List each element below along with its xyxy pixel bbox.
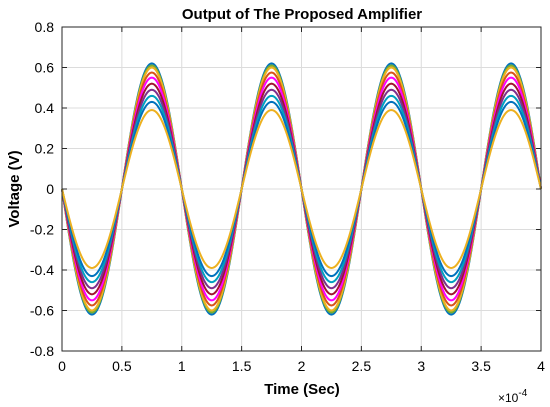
series-group (61, 62, 542, 316)
y-tick-label: 0.8 (35, 19, 55, 35)
y-tick-label: -0.4 (30, 262, 54, 278)
axis-ticks: 0 0.5 1 1.5 2 2.5 3 3.5 4 -0.8 -0.6 -0.4 -0.2 0 0.2 0.4… (30, 19, 545, 374)
x-tick-label: 4 (537, 358, 545, 374)
x-tick-label: 3 (417, 358, 425, 374)
chart-title: Output of The Proposed Amplifier (182, 6, 422, 23)
x-exponent-base: ×10 (498, 391, 519, 405)
x-tick-label: 1 (178, 358, 186, 374)
x-tick-label: 3.5 (471, 358, 491, 374)
series-line-10 (61, 109, 542, 269)
x-exponent-power: -4 (518, 388, 527, 399)
x-tick-label: 0 (58, 358, 66, 374)
y-tick-label: 0.2 (35, 141, 55, 157)
y-tick-label: 0.4 (35, 100, 55, 116)
y-axis-label: Voltage (V) (6, 150, 23, 227)
y-tick-label: -0.6 (30, 303, 54, 319)
x-tick-label: 1.5 (232, 358, 252, 374)
y-tick-label: -0.2 (30, 222, 54, 238)
y-tick-label: 0.6 (35, 60, 55, 76)
x-axis-label: Time (Sec) (264, 381, 340, 398)
x-tick-label: 2 (298, 358, 306, 374)
y-tick-label: 0 (46, 181, 54, 197)
x-tick-label: 2.5 (352, 358, 372, 374)
y-tick-label: -0.8 (30, 343, 54, 359)
x-tick-label: 0.5 (112, 358, 132, 374)
x-axis-exponent: ×10-4 (498, 388, 528, 405)
